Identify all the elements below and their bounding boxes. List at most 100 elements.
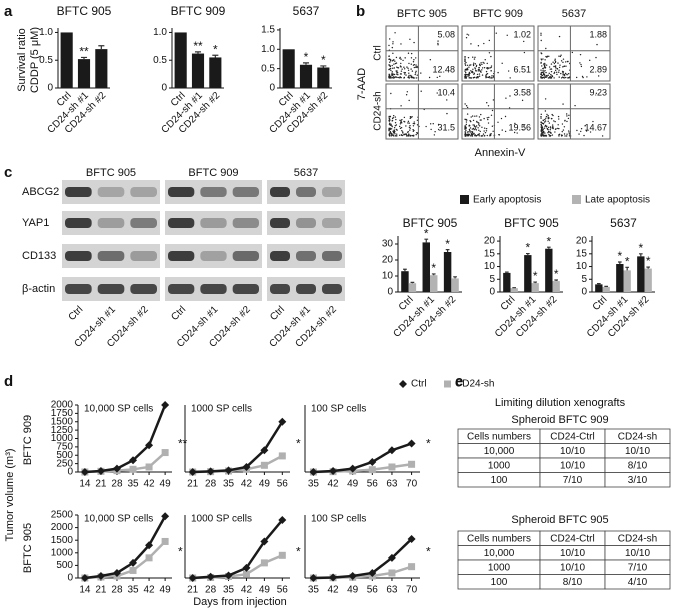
event-dot bbox=[480, 135, 482, 137]
event-dot bbox=[394, 62, 397, 65]
error-bar bbox=[533, 281, 538, 284]
event-dot bbox=[495, 32, 497, 34]
event-dot bbox=[568, 135, 571, 137]
blot-band bbox=[130, 218, 157, 228]
event-dot bbox=[401, 118, 403, 121]
blot-band bbox=[232, 251, 259, 261]
x-tick-label: 42 bbox=[144, 479, 156, 490]
event-dot bbox=[391, 64, 393, 67]
event-dot bbox=[394, 133, 396, 135]
event-dot bbox=[403, 133, 406, 136]
event-dot bbox=[546, 56, 548, 58]
blot-band bbox=[200, 251, 227, 261]
event-dot bbox=[388, 134, 391, 136]
event-dot bbox=[476, 115, 478, 117]
event-dot bbox=[470, 64, 472, 66]
event-dot bbox=[543, 73, 546, 76]
error-bar bbox=[617, 261, 622, 264]
event-dot bbox=[400, 73, 402, 75]
bar bbox=[552, 281, 560, 292]
event-dot bbox=[475, 135, 478, 137]
event-dot bbox=[393, 67, 396, 69]
y-tick-label: 1500 bbox=[51, 535, 74, 546]
event-dot bbox=[408, 135, 410, 137]
table-text: 10/10 bbox=[560, 460, 585, 471]
row-label: Ctrl bbox=[373, 45, 384, 61]
event-dot bbox=[412, 125, 415, 127]
y-axis-label: Tumor volume (m³) bbox=[4, 448, 16, 541]
y-tick-label: 0 bbox=[67, 573, 73, 584]
event-dot bbox=[491, 75, 493, 77]
event-dot bbox=[551, 117, 553, 120]
event-dot bbox=[565, 113, 568, 115]
event-dot bbox=[540, 130, 542, 132]
quadrant-value: 12.48 bbox=[432, 64, 455, 74]
event-dot bbox=[420, 90, 422, 92]
quadrant-value: 1.02 bbox=[513, 29, 531, 39]
event-dot bbox=[478, 133, 480, 135]
event-dot bbox=[476, 73, 479, 76]
event-dot bbox=[559, 64, 561, 66]
quadrant-value: 10.4 bbox=[437, 87, 455, 97]
event-dot bbox=[400, 58, 402, 60]
bar bbox=[531, 283, 539, 292]
event-dot bbox=[565, 61, 567, 63]
chart-title: 10,000 SP cells bbox=[84, 404, 153, 415]
event-dot bbox=[414, 72, 417, 74]
event-dot bbox=[472, 68, 474, 70]
table-text: Cells numbers bbox=[467, 431, 531, 442]
event-dot bbox=[584, 125, 586, 127]
y-tick-label: 10 bbox=[576, 261, 588, 272]
event-dot bbox=[471, 135, 474, 137]
event-dot bbox=[486, 134, 489, 137]
event-dot bbox=[574, 104, 576, 107]
blot-band bbox=[232, 284, 259, 294]
event-dot bbox=[388, 58, 391, 60]
event-dot bbox=[408, 133, 410, 136]
x-tick-label: 49 bbox=[160, 479, 172, 490]
bar bbox=[77, 59, 91, 88]
event-dot bbox=[551, 134, 554, 136]
row-label: YAP1 bbox=[22, 217, 49, 229]
event-dot bbox=[474, 128, 477, 130]
event-dot bbox=[408, 126, 411, 129]
event-dot bbox=[483, 42, 485, 45]
event-dot bbox=[544, 118, 546, 121]
event-dot bbox=[393, 126, 396, 129]
event-dot bbox=[400, 76, 402, 79]
y-tick-label: 0 bbox=[581, 287, 587, 298]
significance-mark: * bbox=[554, 267, 559, 281]
event-dot bbox=[388, 118, 391, 120]
x-tick-label: 28 bbox=[111, 479, 123, 490]
event-dot bbox=[475, 125, 478, 127]
event-dot bbox=[547, 114, 549, 117]
event-dot bbox=[395, 73, 398, 75]
event-dot bbox=[548, 55, 550, 58]
point bbox=[260, 446, 269, 455]
point bbox=[309, 468, 318, 476]
event-dot bbox=[405, 94, 408, 96]
y-tick-label: 5 bbox=[581, 274, 587, 285]
event-dot bbox=[465, 77, 468, 79]
point bbox=[368, 457, 377, 466]
event-dot bbox=[559, 55, 562, 58]
point bbox=[145, 463, 153, 471]
event-dot bbox=[554, 120, 556, 123]
event-dot bbox=[544, 67, 547, 69]
event-dot bbox=[395, 124, 398, 126]
event-dot bbox=[586, 76, 588, 78]
event-dot bbox=[543, 71, 545, 73]
event-dot bbox=[557, 124, 559, 126]
event-dot bbox=[400, 70, 403, 72]
event-dot bbox=[568, 114, 570, 117]
event-dot bbox=[485, 127, 488, 130]
event-dot bbox=[409, 38, 411, 40]
quadrant-value: 1.88 bbox=[589, 29, 607, 39]
event-dot bbox=[469, 120, 471, 122]
error-bar bbox=[554, 279, 559, 282]
event-dot bbox=[472, 127, 475, 130]
event-dot bbox=[396, 135, 398, 137]
event-dot bbox=[392, 74, 394, 77]
event-dot bbox=[563, 133, 566, 135]
event-dot bbox=[564, 119, 566, 122]
